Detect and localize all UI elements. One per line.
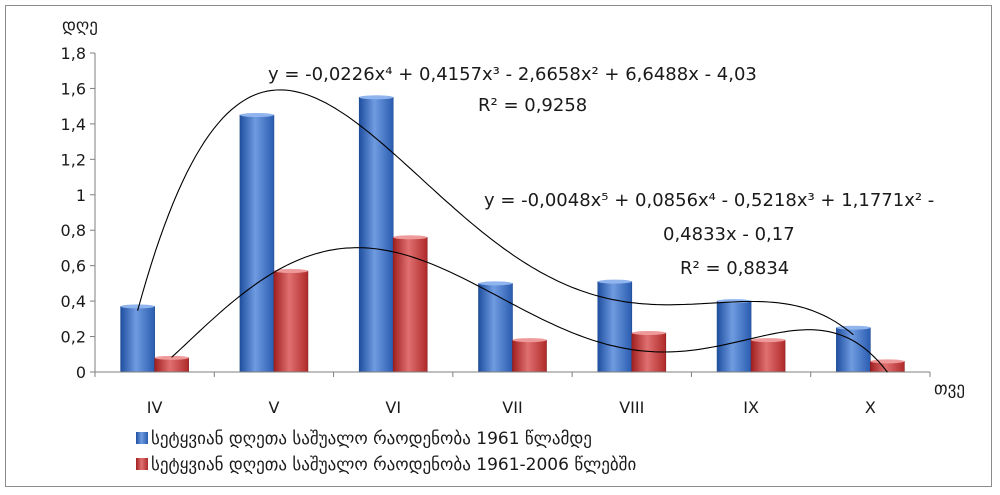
bars [120,95,905,373]
trendline-series-2 [171,247,888,373]
trendline-1-r2: R² = 0,9258 [478,95,587,116]
x-tick-label: X [865,398,876,417]
legend: სეტყვიან დღეთა საშუალო რაოდენობა 1961 წლ… [136,429,636,475]
bar-series-2 [631,332,667,373]
y-axis-title: დღე [62,16,98,36]
x-tick-label: VII [502,398,522,417]
bar-top-series-1 [478,281,513,286]
bar-top-series-2 [512,338,547,343]
y-tick-label: 1 [76,186,86,205]
bar-top-series-1 [359,95,394,100]
y-tick-label: 1,2 [61,150,86,169]
bar-series-1 [120,306,155,373]
y-tick-label: 0,2 [61,328,86,347]
legend-swatch-series-1 [136,432,148,444]
y-tick-label: 0 [76,363,86,382]
legend-swatch-series-2 [136,458,148,470]
trendline-series-1 [137,89,854,336]
x-tick-label: VI [385,398,401,417]
trendline-2-equation-line1: y = -0,0048x⁵ + 0,0856x⁴ - 0,5218x³ + 1,… [484,190,934,211]
bar-top-series-2 [870,359,905,364]
x-tick-label: IV [147,398,163,417]
bar-top-series-1 [597,279,632,284]
bar-series-2 [273,270,309,373]
trendline-2-equation-line2: 0,4833x - 0,17 [663,224,795,245]
bar-series-2 [750,339,786,373]
bar-top-series-1 [120,304,155,309]
bar-series-2 [512,339,547,373]
bar-top-series-2 [154,355,189,360]
bar-series-1 [716,300,752,373]
x-tick-label: VIII [619,398,644,417]
bar-top-series-2 [393,235,428,240]
x-axis-title: თვე [934,379,965,399]
x-tick-label: V [268,398,279,417]
x-tick-label: IX [743,398,759,417]
x-tick-labels: IV V VI VII VIII IX X [147,398,876,417]
chart-frame [5,5,992,487]
bar-series-1 [239,114,275,373]
bar-series-1 [597,281,633,373]
trendline-1-equation: y = -0,0226x⁴ + 0,4157x³ - 2,6658x² + 6,… [268,64,757,85]
y-tick-label: 1,6 [61,79,86,98]
bar-series-2 [392,237,428,373]
bar-top-series-2 [631,331,666,336]
bar-top-series-2 [273,268,308,273]
y-tick-label: 0,6 [61,257,86,276]
bar-series-1 [478,283,513,373]
y-tick-label: 1,8 [61,44,86,63]
bar-series-1 [358,97,394,373]
bar-top-series-1 [239,113,274,118]
legend-label-series-1: სეტყვიან დღეთა საშუალო რაოდენობა 1961 წლ… [151,429,592,449]
bar-top-series-2 [751,338,786,343]
y-tick-labels: 0 0,2 0,4 0,6 0,8 1 1,2 1,4 1,6 1,8 [61,44,95,382]
trendline-2-r2: R² = 0,8834 [680,258,789,279]
trendlines [137,89,888,373]
y-tick-label: 1,4 [61,115,86,134]
x-tick-marks [94,372,931,377]
bar-series-2 [154,357,189,373]
y-tick-label: 0,4 [61,292,86,311]
legend-label-series-2: სეტყვიან დღეთა საშუალო რაოდენობა 1961-20… [151,455,636,475]
y-tick-label: 0,8 [61,221,86,240]
